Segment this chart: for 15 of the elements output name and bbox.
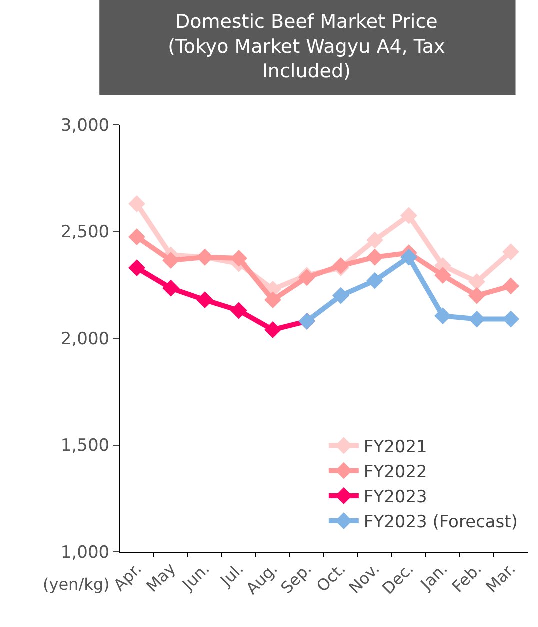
legend-label: FY2023 (Forecast) (364, 512, 518, 533)
x-tick-label: Sep. (277, 559, 316, 598)
x-tick-label: Jul. (216, 559, 248, 591)
y-axis-title: (yen/kg) (43, 575, 110, 594)
y-tick-label: 1,500 (60, 436, 110, 456)
chart-title: Domestic Beef Market Price (Tokyo Market Wagyu A4, Tax Included) (168, 11, 446, 83)
x-tick-label: Jun. (178, 559, 214, 595)
y-tick-label: 3,000 (60, 116, 110, 136)
legend-label: FY2022 (364, 462, 428, 482)
legend-label: FY2023 (364, 488, 428, 508)
legend-label: FY2021 (364, 437, 428, 458)
y-tick-label: 1,000 (60, 542, 110, 563)
y-tick-label: 2,000 (60, 329, 110, 350)
y-tick-label: 2,500 (60, 222, 110, 243)
x-tick-label: Apr. (110, 559, 146, 595)
